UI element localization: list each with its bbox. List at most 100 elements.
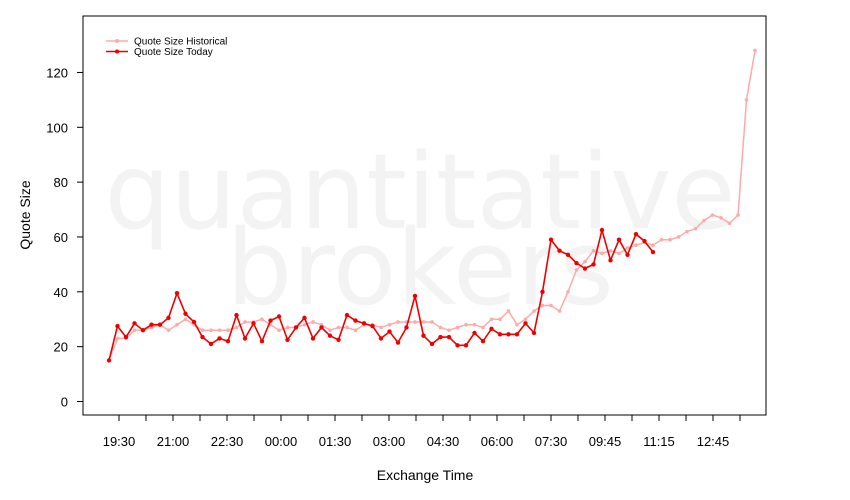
- data-point: [302, 322, 307, 327]
- data-point: [421, 333, 426, 338]
- data-point: [591, 248, 596, 253]
- data-point: [106, 358, 112, 363]
- data-point: [608, 258, 613, 263]
- data-point: [413, 320, 417, 324]
- data-point: [361, 321, 367, 326]
- y-tick-label: 40: [54, 285, 68, 300]
- data-point: [277, 328, 281, 333]
- data-point: [506, 332, 511, 337]
- data-point: [574, 260, 579, 266]
- data-point: [132, 321, 137, 326]
- data-point: [209, 328, 213, 333]
- data-point: [472, 330, 477, 336]
- data-point: [617, 251, 621, 256]
- data-point: [549, 303, 553, 308]
- data-point: [489, 326, 494, 332]
- data-point: [328, 328, 332, 333]
- data-point: [395, 340, 401, 345]
- series-layer: [106, 48, 757, 363]
- data-point: [353, 318, 358, 323]
- data-point: [523, 317, 528, 322]
- data-point: [447, 328, 451, 333]
- data-point: [727, 221, 732, 226]
- data-point: [455, 325, 460, 330]
- data-point: [404, 325, 409, 330]
- data-point: [463, 343, 469, 348]
- data-point: [421, 320, 426, 324]
- data-point: [676, 235, 681, 239]
- y-tick-label: 120: [46, 65, 68, 80]
- data-point: [242, 336, 248, 341]
- data-point: [599, 227, 605, 233]
- data-point: [719, 215, 723, 220]
- data-point: [293, 325, 299, 330]
- data-point: [566, 290, 570, 294]
- data-point: [217, 336, 222, 341]
- y-tick-label: 0: [61, 395, 68, 410]
- data-point: [497, 332, 503, 337]
- data-point: [642, 238, 647, 244]
- data-point: [336, 325, 341, 330]
- data-point: [472, 322, 477, 327]
- data-point: [234, 325, 239, 330]
- x-tick-label: 07:30: [535, 434, 568, 449]
- data-point: [582, 266, 588, 271]
- x-tick-label: 06:00: [481, 434, 514, 449]
- data-point: [115, 323, 120, 329]
- data-point: [557, 248, 562, 253]
- x-axis-label: Exchange Time: [377, 467, 474, 483]
- data-point: [157, 322, 163, 327]
- data-point: [166, 315, 171, 321]
- data-point: [514, 332, 520, 337]
- data-point: [311, 320, 315, 324]
- data-point: [353, 328, 358, 333]
- data-point: [591, 262, 596, 267]
- data-point: [625, 252, 630, 258]
- data-point: [616, 237, 622, 242]
- x-tick-label: 01:30: [319, 434, 352, 449]
- data-point: [251, 321, 256, 326]
- data-point: [387, 329, 392, 334]
- data-point: [285, 337, 290, 343]
- watermark-line-2: brokers: [226, 207, 614, 329]
- data-point: [548, 237, 554, 242]
- data-point: [123, 334, 129, 340]
- legend-swatch-point: [115, 49, 119, 54]
- y-tick-label: 60: [54, 230, 68, 245]
- data-point: [259, 338, 265, 344]
- data-point: [438, 334, 443, 340]
- data-point: [429, 341, 435, 347]
- data-point: [234, 312, 239, 318]
- y-tick-label: 80: [54, 175, 68, 190]
- x-tick-label: 22:30: [211, 434, 244, 449]
- data-point: [480, 338, 486, 344]
- data-point: [276, 314, 282, 319]
- data-point: [225, 338, 231, 344]
- data-point: [540, 303, 545, 308]
- data-point: [693, 226, 698, 231]
- data-point: [650, 249, 656, 255]
- data-point: [200, 328, 205, 333]
- data-point: [208, 341, 214, 347]
- data-point: [583, 259, 587, 264]
- x-tick-label: 04:30: [427, 434, 460, 449]
- data-point: [455, 343, 460, 348]
- data-point: [702, 218, 706, 223]
- data-point: [302, 315, 307, 321]
- x-tick-label: 00:00: [265, 434, 298, 449]
- data-point: [608, 248, 613, 253]
- data-point: [523, 321, 528, 326]
- data-point: [464, 322, 468, 327]
- data-point: [557, 309, 562, 313]
- data-point: [668, 237, 672, 242]
- data-point: [515, 322, 519, 327]
- data-point: [327, 333, 333, 338]
- data-point: [489, 317, 494, 322]
- data-point: [574, 268, 579, 272]
- data-point: [396, 320, 400, 324]
- data-point: [166, 328, 171, 333]
- data-point: [260, 317, 264, 322]
- data-point: [200, 334, 205, 340]
- data-point: [387, 322, 392, 327]
- data-point: [430, 320, 434, 324]
